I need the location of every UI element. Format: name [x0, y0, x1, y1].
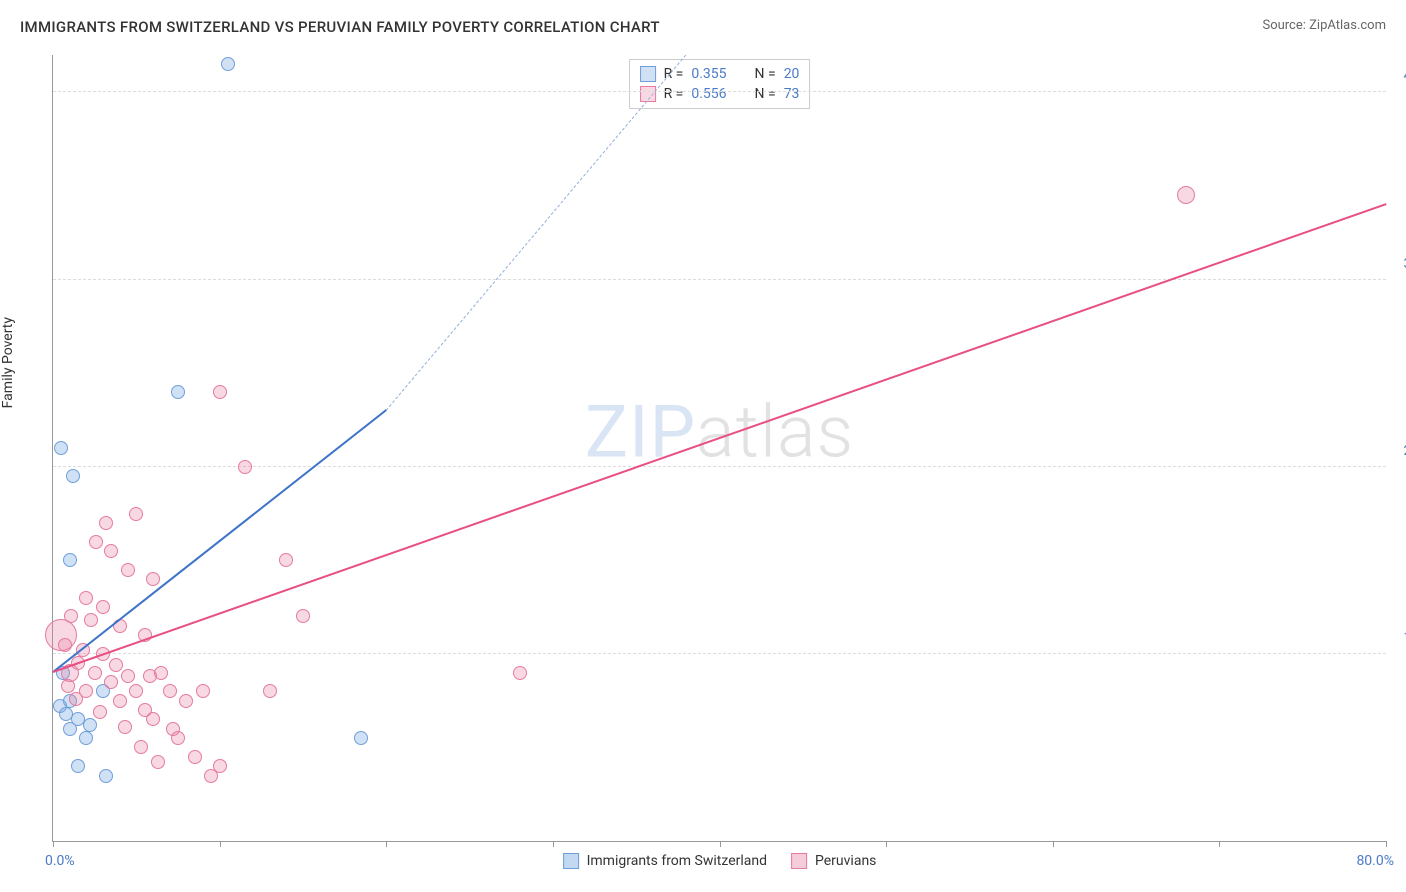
chart-container: IMMIGRANTS FROM SWITZERLAND VS PERUVIAN … [0, 0, 1406, 892]
legend-n-label: N = [755, 86, 776, 102]
data-point [79, 591, 93, 605]
data-point [109, 658, 123, 672]
data-point [61, 679, 75, 693]
legend-r-value: 0.355 [691, 66, 726, 82]
data-point [88, 666, 102, 680]
data-point [134, 740, 148, 754]
gridline [53, 653, 1386, 654]
data-point [146, 712, 160, 726]
x-tick [886, 841, 887, 847]
data-point [79, 731, 93, 745]
data-point [279, 553, 293, 567]
x-tick [1386, 841, 1387, 847]
gridline [53, 466, 1386, 467]
data-point [166, 722, 180, 736]
trend-line-extrapolated [386, 54, 687, 410]
x-tick [1053, 841, 1054, 847]
x-tick [1219, 841, 1220, 847]
legend-stat-row: R = 0.556 N = 73 [640, 84, 800, 104]
data-point [66, 469, 80, 483]
data-point [121, 563, 135, 577]
legend-r-value: 0.556 [691, 86, 726, 102]
x-tick [53, 841, 54, 847]
trend-line [53, 203, 1387, 673]
data-point [151, 755, 165, 769]
data-point [63, 553, 77, 567]
legend-n-label: N = [755, 66, 776, 82]
data-point [221, 57, 235, 71]
legend-swatch [563, 853, 579, 869]
data-point [129, 507, 143, 521]
gridline [53, 279, 1386, 280]
data-point [104, 544, 118, 558]
data-point [263, 684, 277, 698]
legend-item: Immigrants from Switzerland [563, 853, 767, 869]
legend-swatch [640, 66, 656, 82]
source-label: Source: ZipAtlas.com [1262, 18, 1386, 33]
x-tick-min: 0.0% [45, 853, 75, 869]
data-point [93, 705, 107, 719]
data-point [58, 638, 72, 652]
data-point [188, 750, 202, 764]
legend-series: Immigrants from Switzerland Peruvians [563, 853, 877, 869]
data-point [118, 720, 132, 734]
data-point [354, 731, 368, 745]
data-point [121, 669, 135, 683]
data-point [1177, 186, 1195, 204]
data-point [296, 609, 310, 623]
legend-n-value: 73 [784, 86, 800, 102]
legend-swatch [791, 853, 807, 869]
data-point [513, 666, 527, 680]
data-point [64, 609, 78, 623]
data-point [213, 385, 227, 399]
x-tick [720, 841, 721, 847]
data-point [238, 460, 252, 474]
data-point [143, 669, 157, 683]
x-tick [386, 841, 387, 847]
watermark: ZIPatlas [585, 390, 854, 475]
data-point [96, 600, 110, 614]
data-point [179, 694, 193, 708]
data-point [99, 769, 113, 783]
data-point [163, 684, 177, 698]
data-point [113, 694, 127, 708]
legend-item: Peruvians [791, 853, 876, 869]
data-point [146, 572, 160, 586]
data-point [54, 441, 68, 455]
x-tick [553, 841, 554, 847]
chart-title: IMMIGRANTS FROM SWITZERLAND VS PERUVIAN … [20, 18, 660, 36]
legend-n-value: 20 [784, 66, 800, 82]
data-point [71, 759, 85, 773]
data-point [171, 385, 185, 399]
data-point [83, 718, 97, 732]
data-point [69, 692, 83, 706]
legend-label: Peruvians [815, 853, 876, 869]
data-point [99, 516, 113, 530]
data-point [104, 675, 118, 689]
data-point [213, 759, 227, 773]
plot-area: ZIPatlas R =0.355N =20R =0.556N =73 0.0%… [52, 55, 1386, 842]
x-tick-max: 80.0% [1356, 853, 1394, 869]
legend-label: Immigrants from Switzerland [587, 853, 767, 869]
data-point [129, 684, 143, 698]
y-axis-label: Family Poverty [0, 317, 16, 408]
data-point [84, 613, 98, 627]
data-point [89, 535, 103, 549]
legend-stats: R = 0.355 N = 20 R = 0.556 N = 73 [629, 59, 811, 109]
gridline [53, 91, 1386, 92]
legend-r-label: R = [664, 86, 684, 102]
x-tick [220, 841, 221, 847]
data-point [196, 684, 210, 698]
